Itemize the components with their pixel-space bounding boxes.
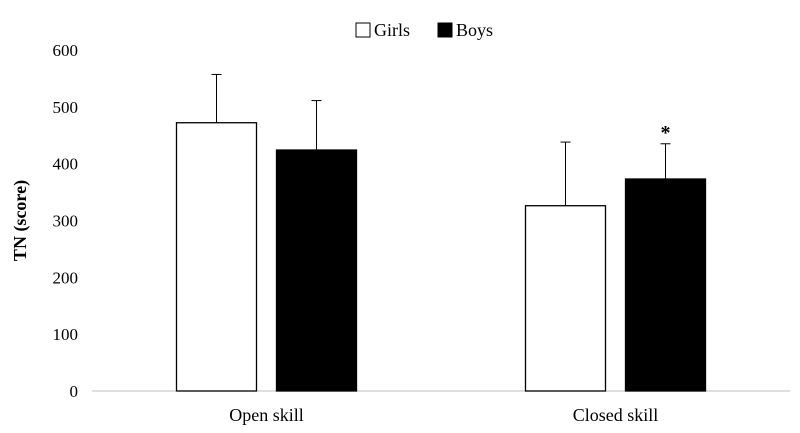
legend-swatch-girls: [355, 22, 371, 38]
y-tick-label-500: 500: [53, 98, 79, 117]
x-axis-categories: Open skill Closed skill: [229, 405, 658, 425]
legend-label-boys: Boys: [456, 20, 493, 40]
y-tick-label-0: 0: [70, 382, 79, 401]
bar-boys-closed-skill: [624, 178, 707, 392]
legend-swatch-boys: [437, 22, 453, 38]
x-category-label-open-skill: Open skill: [229, 405, 304, 425]
significance-marker: *: [661, 122, 671, 144]
bar-boys-open-skill: [275, 149, 358, 392]
y-tick-label-200: 200: [53, 268, 79, 287]
annotations: *: [661, 122, 671, 144]
bar-girls-open-skill: [175, 122, 258, 392]
y-axis-label: TN (score): [10, 180, 31, 261]
error-bars: [211, 73, 671, 206]
y-axis-ticks: 0 100 200 300 400 500 600: [53, 41, 79, 401]
y-tick-label-600: 600: [53, 41, 79, 60]
legend-label-girls: Girls: [374, 20, 410, 40]
y-tick-label-100: 100: [53, 325, 79, 344]
legend: Girls Boys: [355, 20, 493, 40]
x-category-label-closed-skill: Closed skill: [573, 405, 659, 425]
y-tick-label-400: 400: [53, 155, 79, 174]
bars: [175, 122, 707, 392]
y-tick-label-300: 300: [53, 212, 79, 231]
bar-girls-closed-skill: [524, 205, 607, 392]
